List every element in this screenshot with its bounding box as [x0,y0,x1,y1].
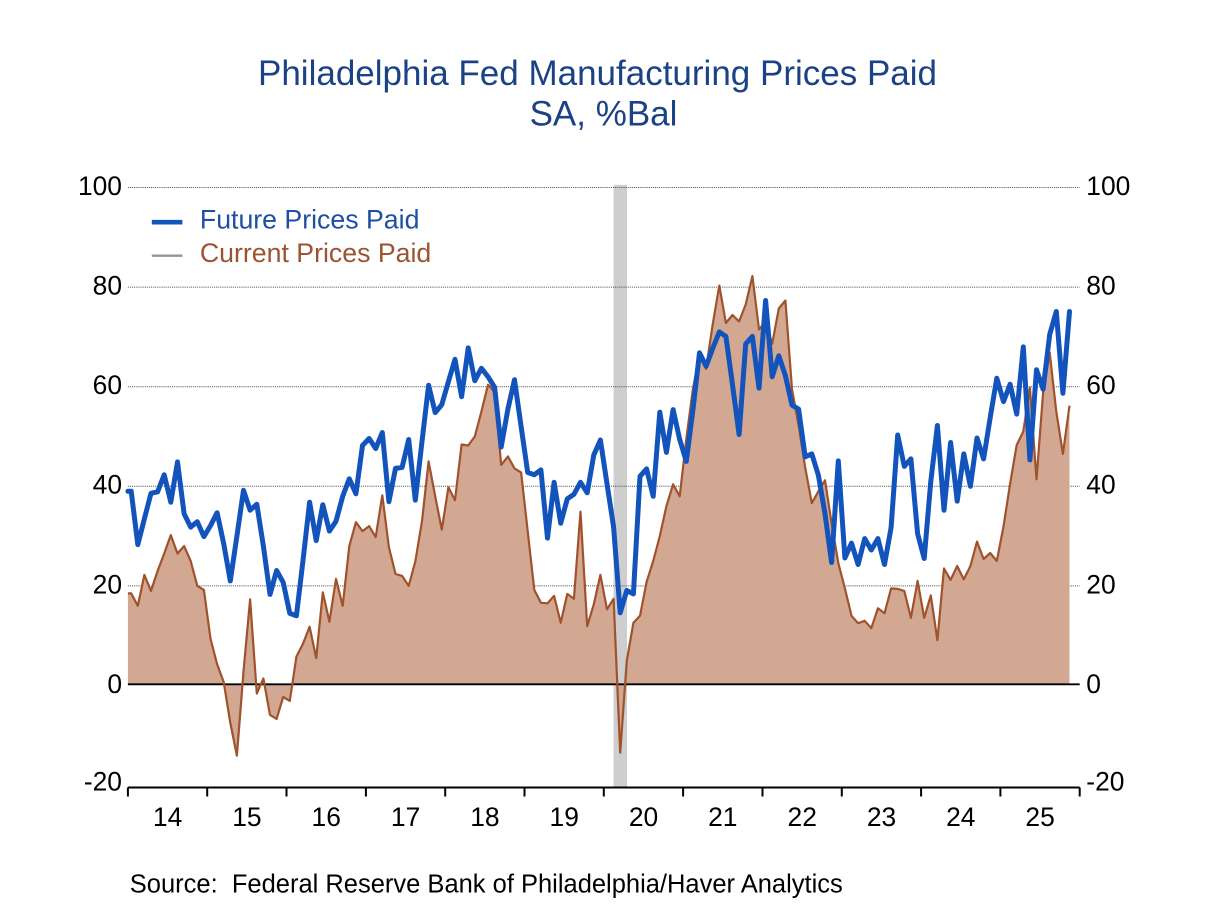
svg-text:Philadelphia Fed Manufacturing: Philadelphia Fed Manufacturing Prices Pa… [258,54,937,93]
svg-text:SA, %Bal: SA, %Bal [530,95,678,134]
svg-text:19: 19 [550,802,579,832]
svg-text:80: 80 [1086,271,1115,301]
svg-text:17: 17 [391,802,420,832]
svg-text:Source: Federal Reserve Bank: Source: Federal Reserve Bank of Philadel… [130,871,843,899]
svg-text:0: 0 [107,669,122,699]
svg-text:20: 20 [629,802,658,832]
svg-text:40: 40 [1086,470,1115,500]
svg-text:15: 15 [232,802,261,832]
svg-text:-20: -20 [84,766,122,796]
svg-text:16: 16 [312,802,341,832]
svg-text:100: 100 [1086,171,1130,201]
svg-text:20: 20 [93,569,122,599]
svg-text:18: 18 [470,802,499,832]
svg-text:100: 100 [78,171,122,201]
svg-text:25: 25 [1025,802,1054,832]
svg-text:20: 20 [1086,569,1115,599]
svg-text:23: 23 [867,802,896,832]
svg-text:21: 21 [708,802,737,832]
svg-text:24: 24 [946,802,975,832]
svg-text:14: 14 [153,802,182,832]
svg-text:40: 40 [93,470,122,500]
svg-text:-20: -20 [1086,766,1124,796]
svg-text:60: 60 [93,370,122,400]
svg-text:Current Prices Paid: Current Prices Paid [200,238,431,268]
svg-text:60: 60 [1086,370,1115,400]
svg-text:0: 0 [1086,669,1101,699]
svg-text:80: 80 [93,271,122,301]
svg-text:Future Prices Paid: Future Prices Paid [200,205,420,235]
svg-text:22: 22 [788,802,817,832]
